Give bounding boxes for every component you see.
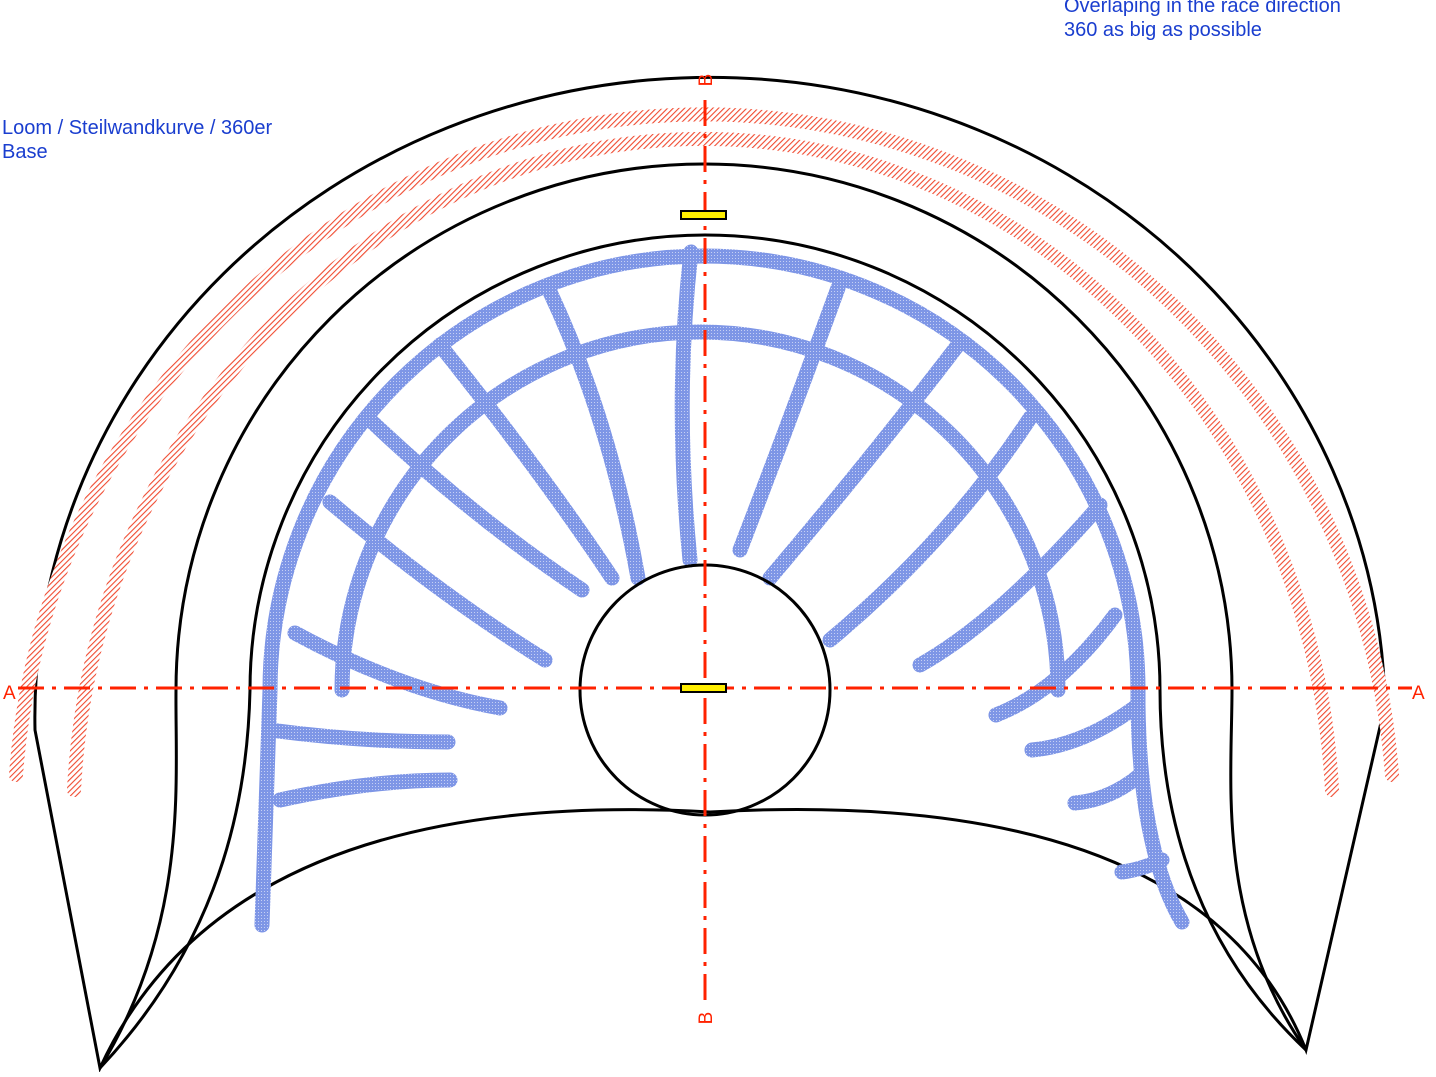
mesh-arc-outer [254, 248, 1146, 933]
start-marker-top [680, 210, 727, 220]
annotation-right-line1: Overlaping in the race direction [1064, 0, 1341, 17]
axis-label-b-top: B [696, 74, 717, 87]
annotation-right: Overlaping in the race direction 360 as … [1064, 0, 1341, 42]
annotation-right-line2: 360 as big as possible [1064, 19, 1262, 41]
axis-label-a-right: A [1412, 683, 1425, 704]
annotation-left: Loom / Steilwandkurve / 360er Base [2, 116, 272, 164]
mesh-arc-inner [334, 324, 1066, 698]
mesh-arc-right-tail [1130, 697, 1190, 930]
annotation-left-line1: Loom / Steilwandkurve / 360er [2, 117, 273, 139]
inner-boundary [98, 233, 1308, 1070]
hatched-strip-inner [67, 131, 1339, 797]
start-marker-center [680, 683, 727, 693]
mesh-spokes [262, 244, 1170, 880]
axis-label-a-left: A [3, 683, 16, 704]
axis-label-b-bottom: B [696, 1012, 717, 1025]
annotation-left-line2: Base [2, 141, 48, 163]
outer-boundary [33, 75, 1387, 1073]
